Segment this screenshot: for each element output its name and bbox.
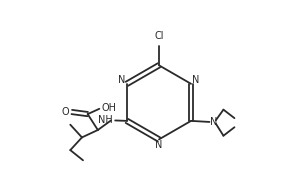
Text: N: N bbox=[210, 117, 217, 127]
Text: Cl: Cl bbox=[154, 31, 164, 41]
Text: NH: NH bbox=[98, 115, 113, 125]
Text: N: N bbox=[155, 140, 163, 150]
Text: N: N bbox=[192, 75, 199, 85]
Text: O: O bbox=[61, 107, 69, 117]
Text: N: N bbox=[118, 75, 126, 85]
Text: OH: OH bbox=[101, 103, 116, 113]
